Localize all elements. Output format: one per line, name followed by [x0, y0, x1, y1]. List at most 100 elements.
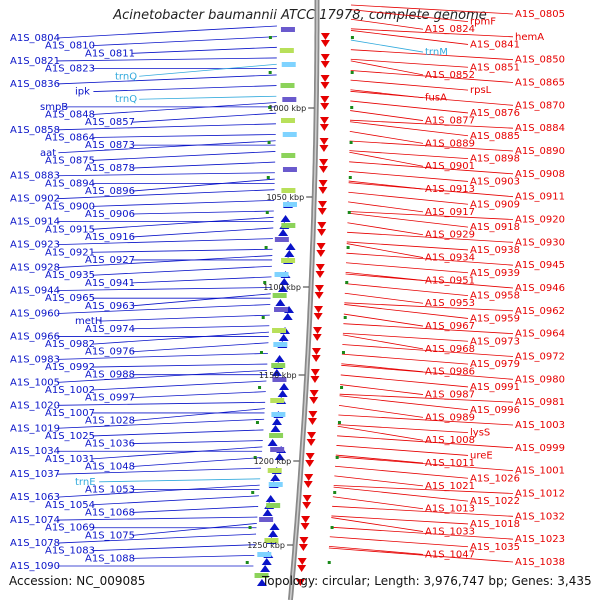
gene-label[interactable]: A1S_1038 [515, 557, 565, 568]
gene-label[interactable]: A1S_0973 [470, 336, 520, 347]
gene-label[interactable]: A1S_0974 [85, 324, 135, 335]
gene-label[interactable]: A1S_0944 [10, 286, 60, 297]
gene-label[interactable]: A1S_0986 [425, 367, 475, 378]
gene-label[interactable]: A1S_1053 [85, 484, 135, 495]
gene-label[interactable]: A1S_1028 [85, 416, 135, 427]
gene-label[interactable]: A1S_1007 [45, 408, 95, 419]
gene-label[interactable]: A1S_0959 [470, 313, 520, 324]
gene-label[interactable]: A1S_0902 [10, 194, 60, 205]
gene-label[interactable]: A1S_1068 [85, 507, 135, 518]
gene-label[interactable]: A1S_0836 [10, 79, 60, 90]
gene-label[interactable]: ureE [470, 450, 493, 461]
gene-label[interactable]: A1S_0920 [515, 215, 565, 226]
gene-label[interactable]: rpsL [470, 85, 492, 96]
gene-label[interactable]: A1S_0958 [470, 291, 520, 302]
gene-label[interactable]: A1S_0811 [85, 48, 135, 59]
gene-label[interactable]: A1S_0928 [10, 263, 60, 274]
gene-label[interactable]: A1S_0963 [85, 301, 135, 312]
gene-label[interactable]: A1S_0992 [45, 362, 95, 373]
gene-label[interactable]: A1S_0917 [425, 207, 475, 218]
gene-label[interactable]: A1S_1031 [45, 454, 95, 465]
gene-label[interactable]: A1S_1001 [515, 466, 565, 477]
gene-label[interactable]: A1S_1023 [515, 534, 565, 545]
gene-label[interactable]: A1S_1020 [10, 400, 60, 411]
gene-label[interactable]: A1S_1032 [515, 511, 565, 522]
gene-label[interactable]: A1S_0989 [425, 412, 475, 423]
gene-label[interactable]: A1S_1022 [470, 496, 520, 507]
gene-label[interactable]: lysS [470, 428, 490, 439]
gene-label[interactable]: A1S_0870 [515, 100, 565, 111]
gene-label[interactable]: trnQ [115, 94, 137, 105]
gene-label[interactable]: A1S_0911 [515, 192, 565, 203]
gene-label[interactable]: A1S_0857 [85, 117, 135, 128]
gene-label[interactable]: A1S_0927 [85, 255, 135, 266]
gene-label[interactable]: A1S_1047 [425, 549, 475, 560]
gene-label[interactable]: A1S_0889 [425, 138, 475, 149]
gene-label[interactable]: A1S_0987 [425, 390, 475, 401]
gene-label[interactable]: A1S_0918 [470, 222, 520, 233]
gene-label[interactable]: trnE [75, 477, 96, 488]
gene-label[interactable]: A1S_0841 [470, 39, 520, 50]
gene-label[interactable]: A1S_0934 [425, 253, 475, 264]
gene-label[interactable]: A1S_0865 [515, 78, 565, 89]
gene-label[interactable]: fusA [425, 93, 447, 104]
gene-label[interactable]: A1S_1011 [425, 458, 475, 469]
gene-label[interactable]: A1S_1054 [45, 500, 95, 511]
gene-label[interactable]: A1S_0982 [45, 339, 95, 350]
gene-label[interactable]: smpB [40, 102, 68, 113]
gene-label[interactable]: A1S_0964 [515, 329, 565, 340]
gene-label[interactable]: A1S_0999 [515, 443, 565, 454]
gene-label[interactable]: A1S_1021 [425, 481, 475, 492]
gene-label[interactable]: A1S_1090 [10, 561, 60, 572]
gene-label[interactable]: A1S_1005 [10, 377, 60, 388]
gene-label[interactable]: A1S_0938 [470, 245, 520, 256]
gene-label[interactable]: A1S_0966 [10, 331, 60, 342]
gene-label[interactable]: A1S_1069 [45, 523, 95, 534]
gene-label[interactable]: A1S_0962 [515, 306, 565, 317]
gene-label[interactable]: A1S_0916 [85, 232, 135, 243]
gene-label[interactable]: A1S_1074 [10, 515, 60, 526]
gene-label[interactable]: A1S_0877 [425, 116, 475, 127]
gene-label[interactable]: A1S_0898 [470, 154, 520, 165]
gene-label[interactable]: A1S_0883 [10, 171, 60, 182]
gene-label[interactable]: A1S_0941 [85, 278, 135, 289]
gene-label[interactable]: A1S_1078 [10, 538, 60, 549]
gene-label[interactable]: A1S_0878 [85, 163, 135, 174]
gene-label[interactable]: A1S_0875 [45, 155, 95, 166]
gene-label[interactable]: A1S_0923 [10, 240, 60, 251]
gene-label[interactable]: A1S_1088 [85, 553, 135, 564]
gene-label[interactable]: A1S_0821 [10, 56, 60, 67]
gene-label[interactable]: A1S_1035 [470, 542, 520, 553]
gene-label[interactable]: A1S_0953 [425, 298, 475, 309]
gene-label[interactable]: A1S_1012 [515, 489, 565, 500]
gene-label[interactable]: A1S_0901 [425, 161, 475, 172]
gene-label[interactable]: A1S_0906 [85, 209, 135, 220]
gene-label[interactable]: A1S_0804 [10, 33, 60, 44]
gene-label[interactable]: A1S_0876 [470, 108, 520, 119]
gene-label[interactable]: A1S_0921 [45, 247, 95, 258]
gene-label[interactable]: A1S_1034 [10, 446, 60, 457]
gene-label[interactable]: A1S_1063 [10, 492, 60, 503]
gene-label[interactable]: A1S_1048 [85, 462, 135, 473]
gene-label[interactable]: A1S_0864 [45, 132, 95, 143]
gene-label[interactable]: A1S_1083 [45, 546, 95, 557]
gene-label[interactable]: A1S_0945 [515, 260, 565, 271]
gene-label[interactable]: A1S_0965 [45, 293, 95, 304]
gene-label[interactable]: metH [75, 316, 102, 327]
gene-label[interactable]: A1S_0850 [515, 55, 565, 66]
gene-label[interactable]: A1S_0900 [45, 201, 95, 212]
gene-label[interactable]: A1S_0960 [10, 308, 60, 319]
gene-label[interactable]: ipk [75, 87, 90, 98]
gene-label[interactable]: trnQ [115, 71, 137, 82]
gene-label[interactable]: trnM [425, 47, 448, 58]
gene-label[interactable]: A1S_0885 [470, 131, 520, 142]
gene-label[interactable]: A1S_1013 [425, 504, 475, 515]
gene-label[interactable]: A1S_0805 [515, 9, 565, 20]
gene-label[interactable]: A1S_0997 [85, 393, 135, 404]
gene-label[interactable]: A1S_0894 [45, 178, 95, 189]
gene-label[interactable]: A1S_0983 [10, 354, 60, 365]
gene-label[interactable]: A1S_0967 [425, 321, 475, 332]
gene-label[interactable]: A1S_0915 [45, 224, 95, 235]
gene-label[interactable]: A1S_1002 [45, 385, 95, 396]
gene-label[interactable]: A1S_1003 [515, 420, 565, 431]
